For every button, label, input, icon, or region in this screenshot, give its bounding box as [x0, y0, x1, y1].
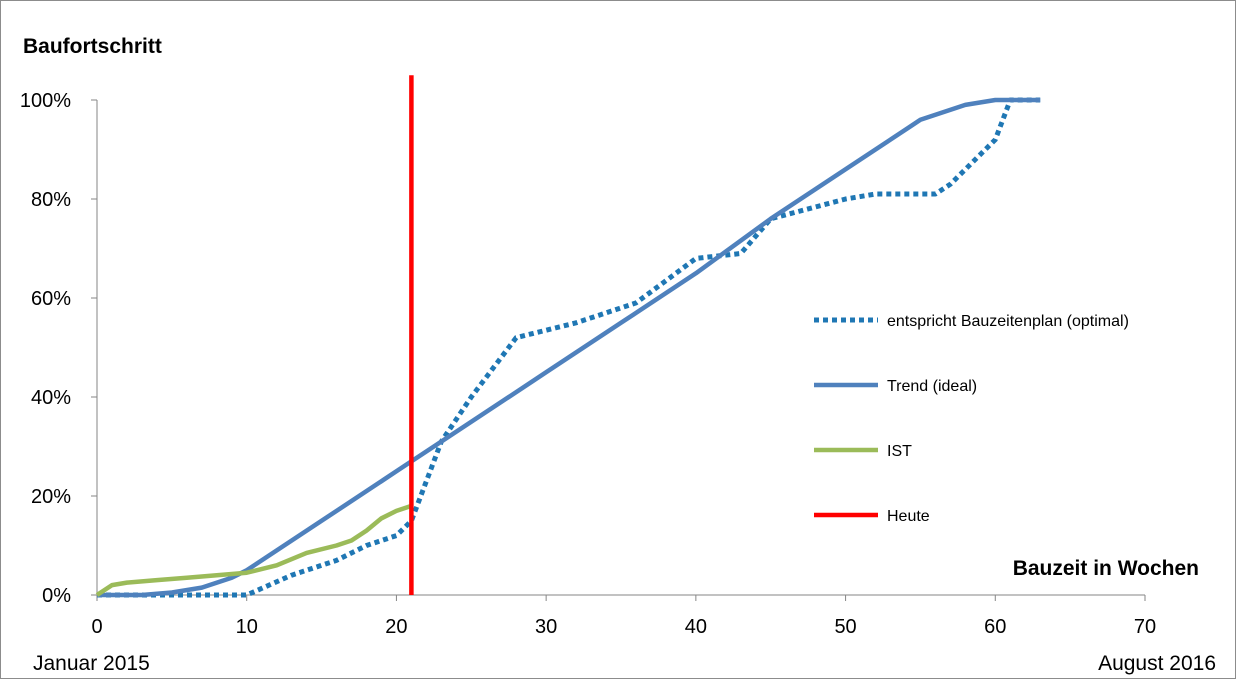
series-line-0 [97, 97, 1041, 598]
series-line-2 [95, 503, 413, 597]
x-tick-label: 0 [91, 616, 102, 638]
y-tick-label: 100% [20, 90, 71, 112]
x-tick-label: 40 [685, 616, 707, 638]
x-tick-label: 50 [834, 616, 856, 638]
x-tick-label: 60 [984, 616, 1006, 638]
legend-label-0: entspricht Bauzeitenplan (optimal) [887, 313, 1129, 330]
y-tick-label: 0% [42, 585, 71, 607]
y-tick-label: 60% [31, 288, 71, 310]
series-line-1 [97, 97, 1041, 598]
chart-title: Baufortschritt [23, 35, 162, 58]
x-axis-title: Bauzeit in Wochen [1013, 557, 1199, 580]
x-tick-label: 30 [535, 616, 557, 638]
x-end-label: August 2016 [1098, 652, 1216, 675]
y-tick-label: 20% [31, 486, 71, 508]
legend-label-1: Trend (ideal) [887, 378, 977, 395]
x-start-label: Januar 2015 [33, 652, 150, 675]
x-tick-label: 70 [1134, 616, 1156, 638]
y-tick-label: 40% [31, 387, 71, 409]
legend-label-2: IST [887, 443, 912, 460]
x-tick-label: 20 [385, 616, 407, 638]
y-tick-label: 80% [31, 189, 71, 211]
legend-label-3: Heute [887, 508, 930, 525]
x-tick-label: 10 [236, 616, 258, 638]
